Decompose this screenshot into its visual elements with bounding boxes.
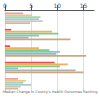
svg-text:0: 0: [3, 2, 7, 9]
svg-text:15: 15: [80, 2, 88, 9]
svg-text:Median Change in County's Heal: Median Change in County's Health Outcome…: [3, 90, 98, 94]
svg-text:10: 10: [53, 2, 61, 9]
svg-text:5: 5: [29, 2, 33, 9]
